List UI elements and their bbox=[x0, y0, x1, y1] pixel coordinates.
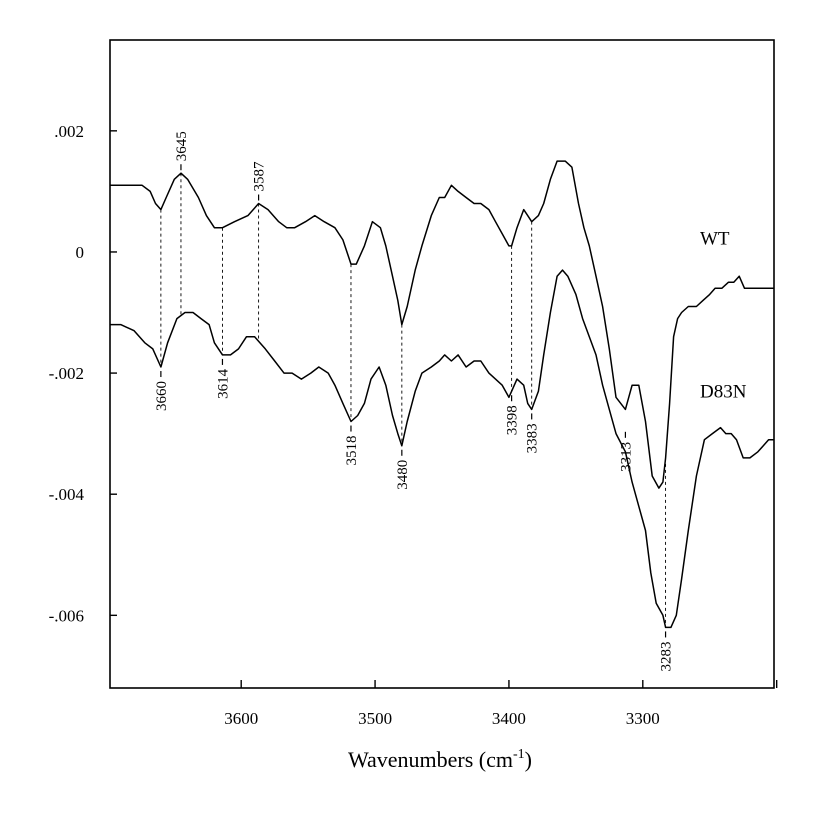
peak-label-3480: 3480 bbox=[395, 460, 411, 490]
x-tick-label: 3500 bbox=[358, 709, 392, 728]
x-axis-title: Wavenumbers (cm-1) bbox=[348, 747, 532, 772]
y-tick-label: .002 bbox=[54, 122, 84, 141]
series-label-d83n: D83N bbox=[700, 382, 747, 403]
spectra: WT D83N bbox=[110, 160, 774, 629]
x-tick-label: 3400 bbox=[492, 709, 526, 728]
series-line-d83n bbox=[110, 269, 774, 629]
x-tick-label: 3600 bbox=[224, 709, 258, 728]
y-tick-label: -.006 bbox=[49, 606, 84, 625]
y-tick-label: -.004 bbox=[49, 485, 85, 504]
peak-guide-lines bbox=[160, 173, 667, 628]
y-tick-label: -.002 bbox=[49, 364, 84, 383]
x-axis: 3600 3500 3400 3300 bbox=[224, 680, 778, 728]
y-axis: .002 0 -.002 -.004 -.006 bbox=[49, 122, 117, 625]
peak-label-3383: 3383 bbox=[525, 423, 541, 453]
peak-label-3645: 3645 bbox=[174, 131, 190, 161]
series-line-wt bbox=[110, 160, 774, 489]
peak-label-3660: 3660 bbox=[154, 381, 170, 411]
series-label-wt: WT bbox=[700, 228, 730, 249]
y-tick-label: 0 bbox=[76, 243, 85, 262]
peak-label-3313: 3313 bbox=[618, 442, 634, 472]
x-tick-label: 3300 bbox=[626, 709, 660, 728]
peak-label-3398: 3398 bbox=[505, 405, 521, 435]
plot-border bbox=[109, 39, 775, 689]
peak-label-3614: 3614 bbox=[215, 368, 231, 399]
plot-frame bbox=[109, 39, 775, 689]
peak-label-3283: 3283 bbox=[659, 641, 675, 671]
peak-label-3587: 3587 bbox=[252, 161, 268, 192]
peak-label-3518: 3518 bbox=[344, 436, 360, 466]
